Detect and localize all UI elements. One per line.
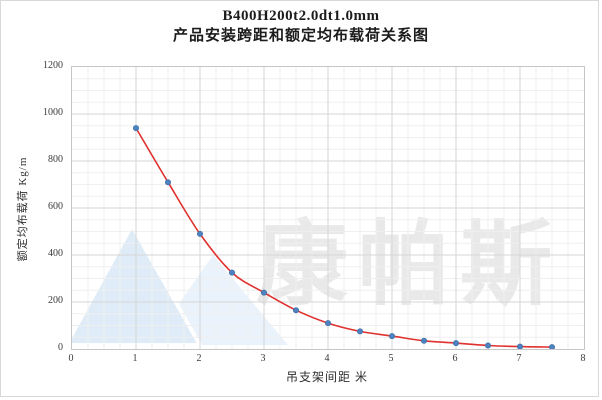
data-point-marker bbox=[229, 269, 236, 276]
y-tick-label: 1200 bbox=[43, 60, 63, 71]
x-tick-label: 6 bbox=[452, 353, 458, 364]
y-tick-label: 1000 bbox=[43, 107, 63, 118]
data-point-marker bbox=[325, 320, 332, 327]
chart-subtitle: 产品安装跨距和额定均布载荷关系图 bbox=[172, 28, 429, 44]
data-point-marker bbox=[165, 179, 172, 186]
y-tick-label: 400 bbox=[48, 248, 63, 259]
x-tick-label: 4 bbox=[324, 353, 330, 364]
data-point-marker bbox=[452, 340, 459, 347]
data-point-marker bbox=[484, 342, 491, 349]
data-point-marker bbox=[293, 307, 300, 314]
x-tick-label: 1 bbox=[132, 353, 138, 364]
x-tick-label: 7 bbox=[516, 353, 522, 364]
y-tick-label: 0 bbox=[58, 342, 63, 353]
data-point-marker bbox=[420, 337, 427, 344]
x-tick-label: 8 bbox=[580, 353, 586, 364]
x-tick-label: 3 bbox=[260, 353, 266, 364]
x-tick-label: 5 bbox=[388, 353, 394, 364]
watermark-text: 康帕斯 bbox=[256, 214, 563, 316]
data-point-marker bbox=[197, 230, 204, 237]
data-point-marker bbox=[549, 344, 555, 349]
x-axis-title: 吊支架间距 米 bbox=[285, 370, 368, 384]
y-tick-label: 600 bbox=[48, 201, 63, 212]
y-tick-label: 800 bbox=[48, 154, 63, 165]
data-point-marker bbox=[517, 343, 523, 349]
data-point-marker bbox=[132, 125, 139, 132]
data-point-marker bbox=[261, 289, 268, 296]
x-tick-label: 0 bbox=[68, 353, 74, 364]
x-tick-label: 2 bbox=[196, 353, 202, 364]
data-point-marker bbox=[388, 333, 395, 340]
data-point-marker bbox=[356, 328, 363, 335]
y-tick-label: 200 bbox=[48, 295, 63, 306]
chart-title: B400H200t2.0dt1.0mm bbox=[222, 8, 380, 24]
plot-canvas bbox=[72, 67, 584, 349]
plot-area: 康帕斯 bbox=[71, 66, 585, 350]
